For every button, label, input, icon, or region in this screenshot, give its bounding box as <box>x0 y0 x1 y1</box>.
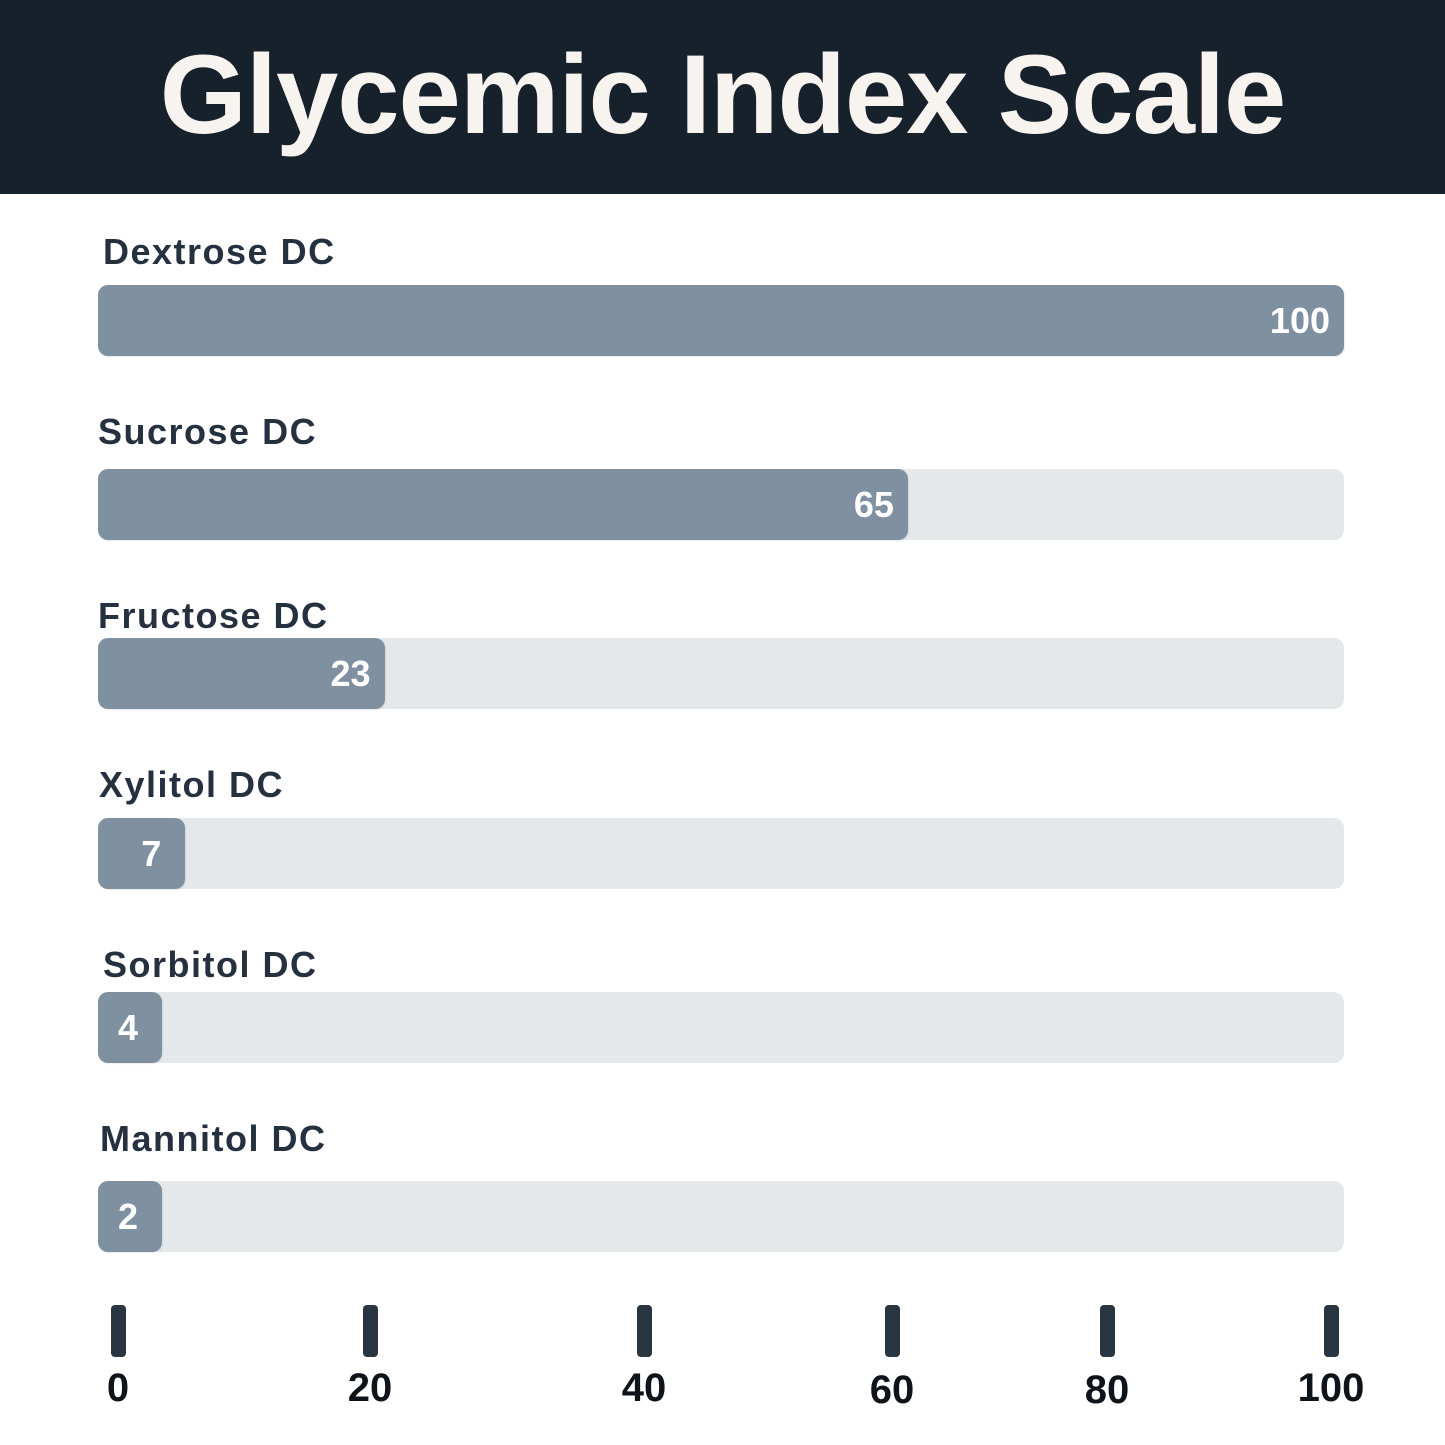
axis-tick-20 <box>363 1305 378 1357</box>
bar-fructose-dc <box>98 638 385 709</box>
value-label-fructose-dc: 23 <box>330 653 371 694</box>
title-banner: Glycemic Index Scale <box>0 0 1445 194</box>
bar-track-sorbitol-dc <box>98 992 1344 1063</box>
category-label-xylitol-dc: Xylitol DC <box>99 764 285 805</box>
value-label-dextrose-dc: 100 <box>1269 300 1330 341</box>
value-label-mannitol-dc: 2 <box>117 1196 138 1237</box>
category-label-sucrose-dc: Sucrose DC <box>98 411 318 452</box>
bar-dextrose-dc <box>98 285 1344 356</box>
axis-tick-60 <box>885 1305 900 1357</box>
bar-xylitol-dc <box>98 818 186 889</box>
bar-sucrose-dc <box>98 469 908 540</box>
bar-track-mannitol-dc <box>98 1181 1344 1252</box>
axis-tick-label-0: 0 <box>106 1366 130 1410</box>
axis-tick-label-80: 80 <box>1084 1368 1130 1412</box>
axis-tick-label-40: 40 <box>621 1366 667 1410</box>
chart-title: Glycemic Index Scale <box>159 32 1287 157</box>
axis-tick-0 <box>111 1305 126 1357</box>
category-label-fructose-dc: Fructose DC <box>98 595 329 636</box>
axis-tick-100 <box>1324 1305 1339 1357</box>
bar-track-xylitol-dc <box>98 818 1344 889</box>
axis-tick-label-60: 60 <box>869 1368 915 1412</box>
bar-mannitol-dc <box>98 1181 162 1252</box>
bar-sorbitol-dc <box>98 992 162 1063</box>
axis-tick-label-20: 20 <box>347 1366 393 1410</box>
category-label-mannitol-dc: Mannitol DC <box>100 1118 327 1159</box>
value-label-sucrose-dc: 65 <box>853 484 894 525</box>
axis-tick-80 <box>1100 1305 1115 1357</box>
category-label-dextrose-dc: Dextrose DC <box>103 231 336 272</box>
axis-tick-label-100: 100 <box>1297 1366 1365 1410</box>
category-label-sorbitol-dc: Sorbitol DC <box>103 944 318 985</box>
value-label-sorbitol-dc: 4 <box>117 1007 138 1048</box>
axis-tick-40 <box>637 1305 652 1357</box>
value-label-xylitol-dc: 7 <box>141 833 162 874</box>
